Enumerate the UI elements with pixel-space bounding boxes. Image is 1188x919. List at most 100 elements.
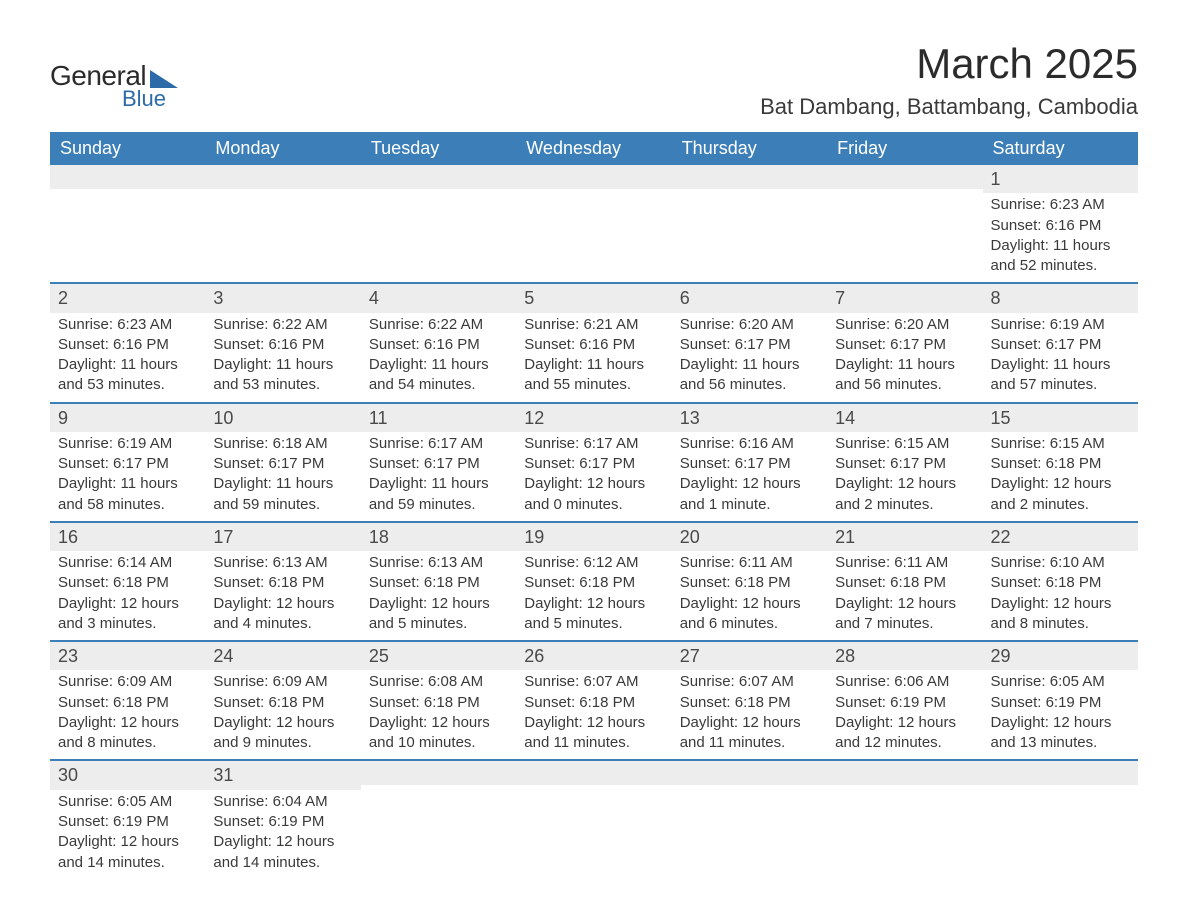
day-number <box>516 165 671 189</box>
day-body: Sunrise: 6:21 AMSunset: 6:16 PMDaylight:… <box>516 313 671 402</box>
daylight-text: Daylight: 11 hours and 58 minutes. <box>58 474 197 515</box>
sunset-text: Sunset: 6:18 PM <box>213 693 352 713</box>
calendar-cell <box>672 165 827 283</box>
sunrise-text: Sunrise: 6:12 AM <box>524 553 663 573</box>
day-number: 21 <box>827 523 982 551</box>
sunset-text: Sunset: 6:18 PM <box>369 693 508 713</box>
calendar-cell: 21Sunrise: 6:11 AMSunset: 6:18 PMDayligh… <box>827 522 982 641</box>
calendar-cell: 30Sunrise: 6:05 AMSunset: 6:19 PMDayligh… <box>50 760 205 878</box>
calendar-cell: 1Sunrise: 6:23 AMSunset: 6:16 PMDaylight… <box>983 165 1138 283</box>
sunset-text: Sunset: 6:18 PM <box>991 573 1130 593</box>
day-body: Sunrise: 6:16 AMSunset: 6:17 PMDaylight:… <box>672 432 827 521</box>
daylight-text: Daylight: 12 hours and 5 minutes. <box>369 594 508 635</box>
sunrise-text: Sunrise: 6:23 AM <box>991 195 1130 215</box>
daylight-text: Daylight: 12 hours and 13 minutes. <box>991 713 1130 754</box>
calendar-cell <box>50 165 205 283</box>
daylight-text: Daylight: 12 hours and 12 minutes. <box>835 713 974 754</box>
day-body <box>983 785 1138 863</box>
daylight-text: Daylight: 11 hours and 52 minutes. <box>991 236 1130 277</box>
day-number <box>50 165 205 189</box>
day-body <box>361 189 516 267</box>
calendar-cell: 5Sunrise: 6:21 AMSunset: 6:16 PMDaylight… <box>516 283 671 402</box>
sunrise-text: Sunrise: 6:07 AM <box>524 672 663 692</box>
daylight-text: Daylight: 11 hours and 54 minutes. <box>369 355 508 396</box>
daylight-text: Daylight: 11 hours and 53 minutes. <box>213 355 352 396</box>
day-number <box>361 761 516 785</box>
day-body: Sunrise: 6:17 AMSunset: 6:17 PMDaylight:… <box>516 432 671 521</box>
sunrise-text: Sunrise: 6:04 AM <box>213 792 352 812</box>
day-number: 1 <box>983 165 1138 193</box>
sunrise-text: Sunrise: 6:15 AM <box>835 434 974 454</box>
day-header-thursday: Thursday <box>672 132 827 165</box>
calendar-cell: 15Sunrise: 6:15 AMSunset: 6:18 PMDayligh… <box>983 403 1138 522</box>
calendar-cell <box>361 760 516 878</box>
day-number <box>361 165 516 189</box>
calendar-week-row: 30Sunrise: 6:05 AMSunset: 6:19 PMDayligh… <box>50 760 1138 878</box>
location-subtitle: Bat Dambang, Battambang, Cambodia <box>760 94 1138 120</box>
daylight-text: Daylight: 12 hours and 9 minutes. <box>213 713 352 754</box>
sunset-text: Sunset: 6:17 PM <box>991 335 1130 355</box>
sunrise-text: Sunrise: 6:14 AM <box>58 553 197 573</box>
sunset-text: Sunset: 6:17 PM <box>680 335 819 355</box>
sunrise-text: Sunrise: 6:11 AM <box>680 553 819 573</box>
day-body: Sunrise: 6:22 AMSunset: 6:16 PMDaylight:… <box>205 313 360 402</box>
sunset-text: Sunset: 6:18 PM <box>680 573 819 593</box>
daylight-text: Daylight: 11 hours and 59 minutes. <box>369 474 508 515</box>
sunrise-text: Sunrise: 6:09 AM <box>213 672 352 692</box>
daylight-text: Daylight: 11 hours and 53 minutes. <box>58 355 197 396</box>
calendar-cell: 2Sunrise: 6:23 AMSunset: 6:16 PMDaylight… <box>50 283 205 402</box>
daylight-text: Daylight: 11 hours and 55 minutes. <box>524 355 663 396</box>
day-body: Sunrise: 6:07 AMSunset: 6:18 PMDaylight:… <box>672 670 827 759</box>
sunset-text: Sunset: 6:16 PM <box>369 335 508 355</box>
day-body: Sunrise: 6:18 AMSunset: 6:17 PMDaylight:… <box>205 432 360 521</box>
calendar-cell: 16Sunrise: 6:14 AMSunset: 6:18 PMDayligh… <box>50 522 205 641</box>
day-body: Sunrise: 6:13 AMSunset: 6:18 PMDaylight:… <box>361 551 516 640</box>
calendar-cell: 4Sunrise: 6:22 AMSunset: 6:16 PMDaylight… <box>361 283 516 402</box>
day-number: 25 <box>361 642 516 670</box>
day-number: 2 <box>50 284 205 312</box>
sunrise-text: Sunrise: 6:20 AM <box>835 315 974 335</box>
sunrise-text: Sunrise: 6:18 AM <box>213 434 352 454</box>
sunset-text: Sunset: 6:18 PM <box>58 693 197 713</box>
day-number: 3 <box>205 284 360 312</box>
daylight-text: Daylight: 12 hours and 2 minutes. <box>835 474 974 515</box>
day-number: 29 <box>983 642 1138 670</box>
day-number: 22 <box>983 523 1138 551</box>
calendar-cell: 12Sunrise: 6:17 AMSunset: 6:17 PMDayligh… <box>516 403 671 522</box>
daylight-text: Daylight: 11 hours and 57 minutes. <box>991 355 1130 396</box>
sunset-text: Sunset: 6:19 PM <box>58 812 197 832</box>
sunrise-text: Sunrise: 6:19 AM <box>58 434 197 454</box>
day-body: Sunrise: 6:05 AMSunset: 6:19 PMDaylight:… <box>983 670 1138 759</box>
day-body <box>672 189 827 267</box>
sunset-text: Sunset: 6:17 PM <box>524 454 663 474</box>
day-body: Sunrise: 6:20 AMSunset: 6:17 PMDaylight:… <box>827 313 982 402</box>
calendar-week-row: 2Sunrise: 6:23 AMSunset: 6:16 PMDaylight… <box>50 283 1138 402</box>
calendar-cell: 24Sunrise: 6:09 AMSunset: 6:18 PMDayligh… <box>205 641 360 760</box>
sunrise-text: Sunrise: 6:21 AM <box>524 315 663 335</box>
calendar-cell <box>983 760 1138 878</box>
day-number: 28 <box>827 642 982 670</box>
day-body <box>827 785 982 863</box>
sunrise-text: Sunrise: 6:13 AM <box>213 553 352 573</box>
day-number: 23 <box>50 642 205 670</box>
day-number: 9 <box>50 404 205 432</box>
day-body <box>361 785 516 863</box>
day-body <box>516 785 671 863</box>
sunset-text: Sunset: 6:19 PM <box>991 693 1130 713</box>
sunset-text: Sunset: 6:17 PM <box>369 454 508 474</box>
sunset-text: Sunset: 6:18 PM <box>369 573 508 593</box>
calendar-cell: 13Sunrise: 6:16 AMSunset: 6:17 PMDayligh… <box>672 403 827 522</box>
day-number: 15 <box>983 404 1138 432</box>
sunset-text: Sunset: 6:18 PM <box>213 573 352 593</box>
calendar-cell: 14Sunrise: 6:15 AMSunset: 6:17 PMDayligh… <box>827 403 982 522</box>
day-body: Sunrise: 6:11 AMSunset: 6:18 PMDaylight:… <box>672 551 827 640</box>
day-number: 8 <box>983 284 1138 312</box>
day-number <box>672 165 827 189</box>
brand-name-sub: Blue <box>122 86 178 112</box>
daylight-text: Daylight: 12 hours and 14 minutes. <box>58 832 197 873</box>
calendar-cell: 10Sunrise: 6:18 AMSunset: 6:17 PMDayligh… <box>205 403 360 522</box>
calendar-cell: 8Sunrise: 6:19 AMSunset: 6:17 PMDaylight… <box>983 283 1138 402</box>
calendar-cell: 26Sunrise: 6:07 AMSunset: 6:18 PMDayligh… <box>516 641 671 760</box>
day-body: Sunrise: 6:15 AMSunset: 6:17 PMDaylight:… <box>827 432 982 521</box>
daylight-text: Daylight: 12 hours and 11 minutes. <box>680 713 819 754</box>
